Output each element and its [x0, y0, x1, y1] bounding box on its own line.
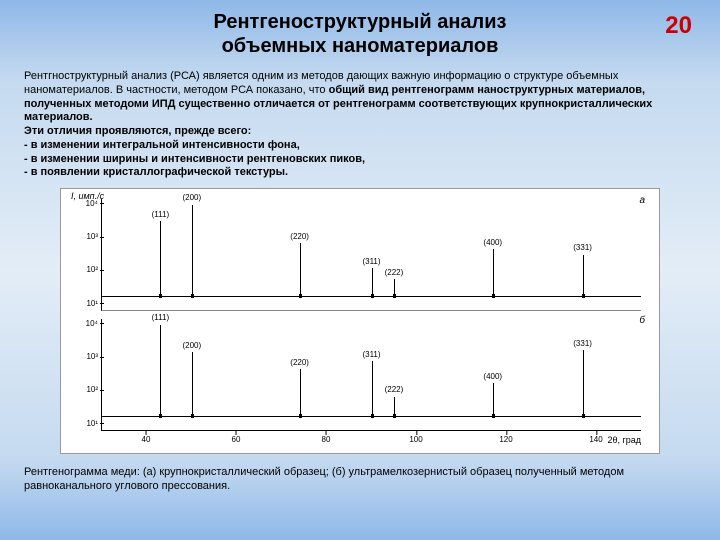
- xrd-peak: [192, 352, 193, 416]
- peak-label: (400): [483, 238, 502, 247]
- peak-label: (220): [290, 232, 309, 241]
- panel-b: б 10¹10²10³10⁴(111)(200)(220)(311)(222)(…: [69, 313, 651, 433]
- peak-label: (222): [385, 268, 404, 277]
- xrd-chart: I, имп./с а 10¹10²10³10⁴(111)(200)(220)(…: [60, 188, 660, 454]
- y-tick: 10³: [76, 352, 98, 361]
- plot-a: 10¹10²10³10⁴(111)(200)(220)(311)(222)(40…: [101, 199, 641, 311]
- y-tick: 10⁴: [76, 319, 98, 328]
- y-tick: 10²: [76, 265, 98, 274]
- slide-header: Рентгеноструктурный анализ объемных нано…: [0, 0, 720, 64]
- xrd-peak: [300, 243, 301, 296]
- bullet-3: - в появлении кристаллографической текст…: [24, 166, 288, 178]
- x-tick: 60: [232, 435, 241, 444]
- xrd-peak: [192, 205, 193, 297]
- x-tick: 140: [589, 435, 602, 444]
- peak-label: (220): [290, 358, 309, 367]
- peak-label: (311): [362, 350, 380, 359]
- xrd-peak: [394, 397, 395, 417]
- peak-label: (311): [362, 257, 380, 266]
- page-number: 20: [665, 12, 692, 40]
- xrd-peak: [300, 369, 301, 417]
- xrd-peak: [372, 361, 373, 417]
- y-tick: 10¹: [76, 419, 98, 428]
- plot-b: 10¹10²10³10⁴(111)(200)(220)(311)(222)(40…: [101, 319, 641, 431]
- xrd-peak: [493, 249, 494, 297]
- y-tick: 10²: [76, 385, 98, 394]
- figure-caption: Рентгенограмма меди: (а) крупнокристалли…: [0, 458, 720, 502]
- title-line2: объемных наноматериалов: [222, 35, 499, 57]
- para-2-bold: Эти отличия проявляются, прежде всего:: [24, 125, 251, 137]
- xrd-peak: [394, 279, 395, 297]
- x-tick: 80: [322, 435, 331, 444]
- xrd-peak: [583, 255, 584, 297]
- peak-label: (331): [573, 339, 592, 348]
- xrd-peak: [583, 350, 584, 417]
- bullet-2: - в изменении ширины и интенсивности рен…: [24, 153, 365, 165]
- xrd-peak: [160, 325, 161, 417]
- slide-title: Рентгеноструктурный анализ объемных нано…: [214, 10, 507, 58]
- peak-label: (400): [483, 372, 502, 381]
- xrd-peak: [372, 268, 373, 297]
- panel-a: I, имп./с а 10¹10²10³10⁴(111)(200)(220)(…: [69, 193, 651, 313]
- xrd-peak: [160, 221, 161, 296]
- x-axis: 2θ, град 40 60 80 100 120 140: [101, 433, 641, 451]
- peak-label: (222): [385, 385, 404, 394]
- y-tick: 10⁴: [76, 199, 98, 208]
- title-line1: Рентгеноструктурный анализ: [214, 11, 507, 33]
- peak-label: (331): [573, 243, 592, 252]
- x-tick: 40: [142, 435, 151, 444]
- x-tick: 100: [409, 435, 422, 444]
- body-text: Рентгноструктурный анализ (РСА) является…: [0, 64, 720, 182]
- y-tick: 10¹: [76, 299, 98, 308]
- x-tick: 120: [499, 435, 512, 444]
- y-tick: 10³: [76, 232, 98, 241]
- peak-label: (200): [182, 341, 201, 350]
- peak-label: (200): [182, 193, 201, 202]
- bullet-1: - в изменении интегральной интенсивности…: [24, 139, 300, 151]
- peak-label: (111): [152, 313, 170, 322]
- xrd-peak: [493, 383, 494, 416]
- peak-label: (111): [152, 210, 170, 219]
- x-axis-label: 2θ, град: [607, 435, 641, 445]
